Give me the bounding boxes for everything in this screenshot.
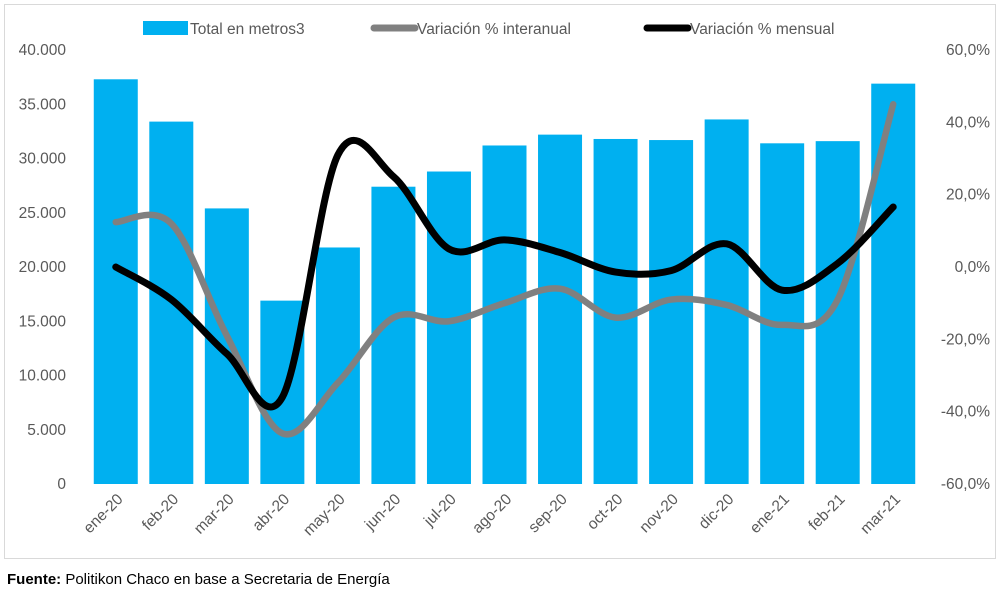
left-axis-tick: 0 — [57, 476, 66, 493]
bar-ene-20 — [93, 79, 138, 485]
x-axis-tick: oct-20 — [584, 491, 627, 534]
left-axis-tick: 5.000 — [27, 422, 66, 439]
x-axis-tick: ene-21 — [747, 491, 793, 537]
right-axis-tick: 60,0% — [946, 42, 990, 59]
left-axis-tick: 10.000 — [19, 368, 67, 385]
source-text: Politikon Chaco en base a Secretaria de … — [61, 571, 390, 588]
legend-label: Variación % interanual — [417, 21, 571, 38]
right-axis-tick: -20,0% — [941, 331, 990, 348]
legend-swatch-bar — [143, 21, 188, 35]
right-axis-tick: 20,0% — [946, 187, 990, 204]
left-axis-tick: 30.000 — [19, 151, 67, 168]
x-axis-tick: sep-20 — [525, 491, 571, 537]
source-label: Fuente: — [7, 571, 62, 588]
bar-feb-21 — [815, 141, 860, 484]
source-note: Fuente: Politikon Chaco en base a Secret… — [7, 571, 390, 588]
x-axis-tick: ene-20 — [80, 491, 126, 537]
bar-ene-21 — [760, 143, 805, 484]
chart-frame — [4, 4, 996, 559]
x-axis-tick: nov-20 — [636, 491, 682, 537]
line-variacion-mensual — [112, 136, 897, 411]
legend-label: Total en metros3 — [190, 21, 305, 38]
bar-mar-20 — [204, 208, 249, 484]
left-axis-tick: 25.000 — [19, 205, 67, 222]
left-axis-tick: 35.000 — [19, 96, 67, 113]
x-axis-tick: mar-20 — [191, 491, 238, 538]
bar-jul-20 — [426, 171, 471, 484]
bar-nov-20 — [649, 140, 694, 484]
line-variacion-interanual — [112, 101, 897, 438]
left-axis-tick: 15.000 — [19, 313, 67, 330]
x-axis-tick: mar-21 — [857, 491, 904, 538]
x-axis-tick: feb-20 — [139, 491, 182, 534]
right-axis-tick: -60,0% — [941, 476, 990, 493]
right-axis-tick: 40,0% — [946, 114, 990, 131]
right-axis-tick: 0,0% — [955, 259, 991, 276]
x-axis-tick: ago-20 — [469, 491, 515, 537]
x-axis-tick: jun-20 — [361, 491, 404, 534]
x-axis-tick: abr-20 — [249, 491, 293, 535]
x-axis-tick: may-20 — [300, 491, 349, 540]
x-axis-tick: dic-20 — [696, 491, 738, 533]
x-axis-tick: jul-20 — [420, 491, 460, 531]
x-axis-tick: feb-21 — [805, 491, 848, 534]
left-axis-tick: 40.000 — [19, 42, 67, 59]
bar-jun-20 — [371, 186, 416, 484]
bar-sep-20 — [538, 134, 583, 484]
left-axis-tick: 20.000 — [19, 259, 67, 276]
bar-mar-21 — [871, 83, 916, 484]
right-axis-tick: -40,0% — [941, 404, 990, 421]
legend-label: Variación % mensual — [690, 21, 834, 38]
bar-ago-20 — [482, 145, 527, 485]
